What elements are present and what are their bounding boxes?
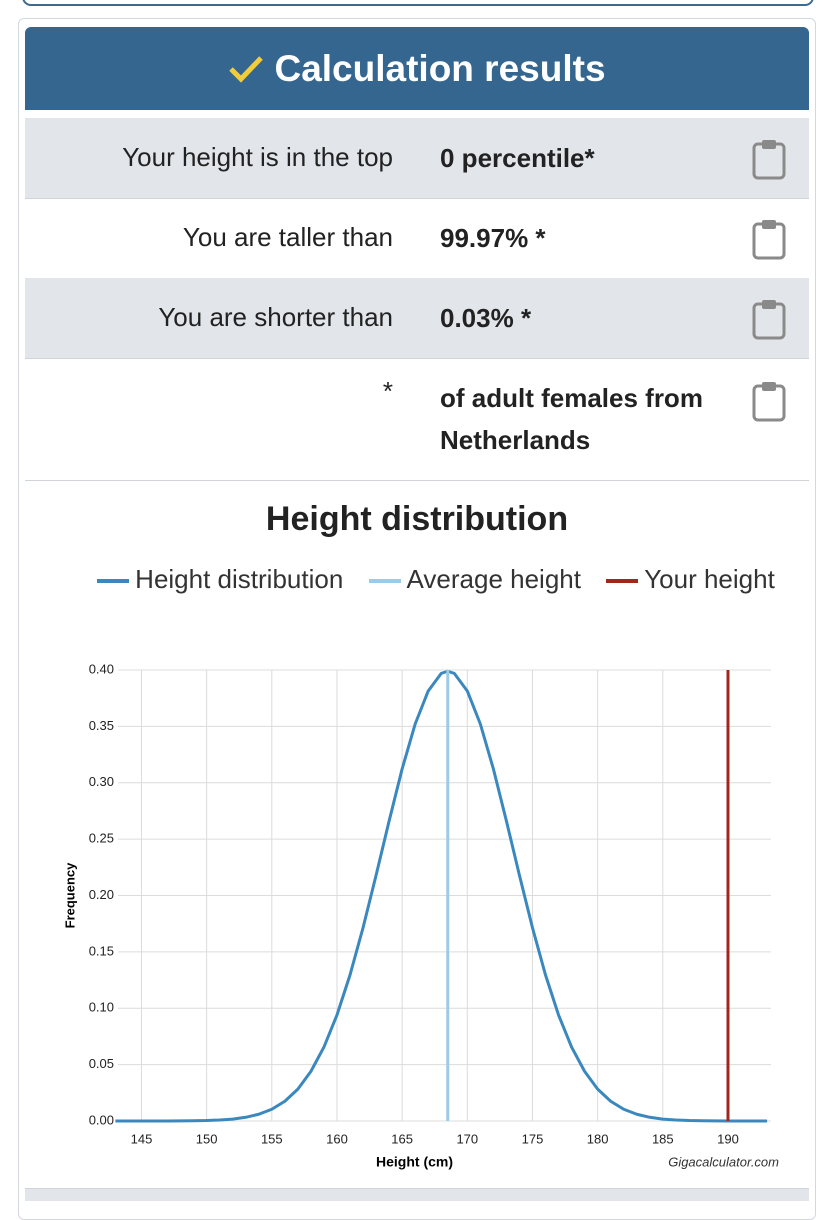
y-tick-label: 0.35 [89,718,114,733]
x-tick-label: 185 [652,1131,674,1146]
legend-swatch [606,579,639,584]
y-tick-label: 0.00 [89,1112,114,1127]
copy-button[interactable] [752,380,786,429]
y-axis-label: Frequency [62,862,77,929]
result-label: You are shorter than [158,302,393,332]
result-row: You are taller than 99.97% * [25,198,809,279]
header-title: Calculation results [274,47,606,89]
result-value: 0 percentile* [440,143,595,173]
x-tick-label: 170 [456,1131,478,1146]
result-value: of adult females from Netherlands [440,383,703,455]
legend-swatch [368,579,401,584]
result-label: Your height is in the top [122,142,393,172]
check-icon [229,55,264,83]
clipboard-icon[interactable] [752,298,786,340]
y-tick-label: 0.20 [89,887,114,902]
legend-swatch [97,579,130,584]
result-label: * [382,376,393,406]
x-tick-label: 180 [587,1131,609,1146]
clipboard-icon[interactable] [752,138,786,180]
x-tick-label: 190 [717,1131,739,1146]
chart-title: Height distribution [265,500,569,538]
x-tick-label: 165 [391,1131,413,1146]
legend-label: Average height [406,564,581,594]
x-tick-label: 160 [326,1131,348,1146]
y-tick-label: 0.10 [89,1000,114,1015]
copy-button[interactable] [752,298,786,347]
legend-label: Height distribution [135,564,344,594]
y-tick-label: 0.25 [89,831,114,846]
copy-button[interactable] [752,138,786,187]
x-tick-label: 155 [261,1131,283,1146]
clipboard-icon[interactable] [752,218,786,260]
result-row: Your height is in the top 0 percentile* [25,118,809,199]
y-tick-label: 0.05 [89,1056,114,1071]
next-row [25,1188,809,1201]
x-tick-label: 150 [196,1131,218,1146]
clipboard-icon[interactable] [752,380,786,422]
y-tick-label: 0.30 [89,774,114,789]
copy-button[interactable] [752,218,786,267]
result-row: You are shorter than 0.03% * [25,278,809,359]
chart: 0.00 0.05 0.10 0.15 0.20 0.25 0.30 0.35 0.40 145 1… [62,661,779,1170]
result-value: 99.97% * [440,223,546,253]
result-label: You are taller than [182,222,393,252]
legend: Height distribution Average height Your … [67,558,787,600]
result-value: 0.03% * [440,303,532,333]
distribution-line [115,669,768,1123]
y-tick-label: 0.15 [89,943,114,958]
credit: Gigacalculator.com [668,1154,779,1169]
x-axis-label: Height (cm) [376,1154,453,1170]
previous-panel [22,0,814,6]
x-tick-label: 145 [131,1131,153,1146]
y-tick-label: 0.40 [89,661,114,676]
x-tick-label: 175 [522,1131,544,1146]
results-header: Calculation results [25,27,809,110]
result-row: * of adult females from Netherlands [25,358,809,481]
legend-label: Your height [644,564,775,594]
